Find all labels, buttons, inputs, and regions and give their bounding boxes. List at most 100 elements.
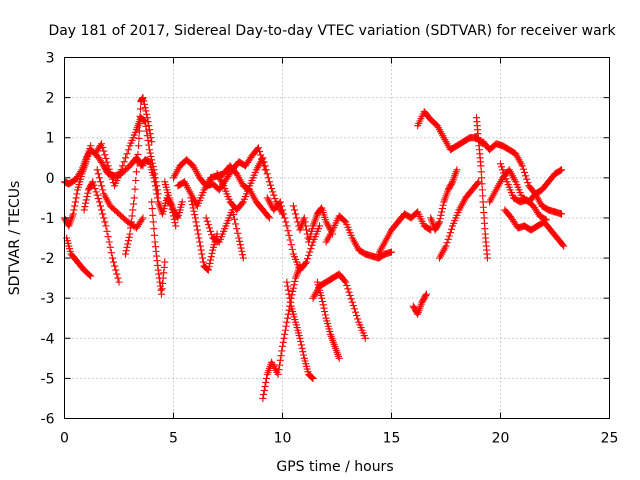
data-point-marker	[149, 171, 157, 179]
data-point-marker	[237, 244, 245, 252]
series-track-32	[496, 160, 550, 224]
data-point-marker	[132, 176, 140, 185]
data-point-marker	[224, 193, 232, 201]
data-point-marker	[259, 154, 267, 162]
data-point-marker	[215, 238, 223, 246]
data-point-marker	[102, 222, 110, 230]
series-track-9	[148, 198, 169, 298]
data-point-marker	[560, 242, 568, 250]
data-point-marker	[80, 206, 88, 214]
data-point-marker	[353, 311, 361, 320]
data-point-marker	[161, 202, 169, 210]
data-point-marker	[276, 361, 284, 369]
data-point-marker	[523, 175, 531, 183]
data-point-marker	[220, 227, 228, 235]
data-point-marker	[324, 320, 332, 328]
data-point-marker	[77, 172, 85, 181]
data-point-marker	[65, 242, 73, 250]
data-point-marker	[98, 182, 106, 190]
data-point-marker	[360, 332, 368, 340]
data-point-marker	[136, 120, 144, 128]
data-point-marker	[483, 254, 491, 262]
y-axis-label: SDTVAR / TECUs	[7, 181, 23, 296]
data-point-marker	[113, 270, 121, 278]
data-point-marker	[142, 107, 150, 115]
data-point-marker	[308, 225, 316, 233]
data-point-marker	[519, 165, 527, 173]
data-point-marker	[524, 178, 532, 187]
data-point-marker	[95, 198, 103, 206]
data-point-marker	[123, 164, 131, 173]
data-point-marker	[148, 205, 156, 213]
data-point-marker	[223, 219, 231, 227]
data-point-marker	[278, 347, 286, 355]
data-point-marker	[148, 166, 156, 174]
data-point-marker	[559, 241, 567, 249]
data-point-marker	[292, 255, 300, 263]
data-point-marker	[357, 324, 365, 332]
data-point-marker	[101, 151, 109, 159]
data-point-marker	[289, 310, 297, 318]
data-point-marker	[194, 230, 202, 238]
data-point-marker	[287, 241, 295, 249]
data-point-marker	[92, 188, 100, 196]
data-point-marker	[96, 202, 105, 210]
data-point-marker	[147, 152, 155, 160]
data-point-marker	[305, 235, 313, 243]
data-point-marker	[124, 146, 132, 154]
data-point-marker	[290, 281, 298, 289]
data-point-marker	[106, 168, 114, 177]
data-point-marker	[498, 163, 506, 171]
data-point-marker	[223, 190, 231, 198]
data-point-marker	[275, 366, 283, 374]
data-point-marker	[193, 226, 202, 234]
data-point-marker	[207, 227, 215, 235]
data-point-marker	[302, 226, 311, 234]
data-point-marker	[191, 211, 199, 219]
data-point-marker	[318, 297, 327, 306]
data-point-marker	[76, 178, 84, 186]
data-point-marker	[163, 186, 171, 194]
data-point-marker	[196, 197, 204, 205]
data-point-marker	[198, 191, 206, 199]
data-point-marker	[87, 142, 95, 150]
data-point-marker	[512, 178, 520, 186]
data-point-marker	[149, 218, 157, 226]
series-track-13	[187, 194, 221, 274]
data-point-marker	[262, 378, 270, 386]
data-point-marker	[197, 246, 205, 254]
data-point-marker	[292, 318, 300, 326]
data-point-marker	[296, 262, 304, 270]
data-point-marker	[145, 158, 154, 166]
data-point-marker	[208, 231, 216, 239]
data-point-marker	[306, 233, 314, 241]
data-point-marker	[195, 234, 203, 242]
data-point-marker	[513, 180, 521, 189]
data-point-marker	[129, 134, 137, 142]
data-point-marker	[285, 306, 293, 314]
data-point-marker	[93, 191, 101, 199]
data-point-marker	[284, 314, 292, 322]
data-point-marker	[147, 163, 155, 171]
data-point-marker	[224, 217, 232, 225]
data-point-marker	[161, 178, 169, 186]
data-point-marker	[202, 214, 210, 222]
data-point-marker	[136, 112, 144, 120]
data-point-marker	[84, 152, 92, 160]
data-point-marker	[86, 271, 94, 279]
data-point-marker	[144, 136, 152, 144]
data-point-marker	[478, 180, 486, 188]
series-track-19	[289, 202, 337, 246]
tick-labels: 0 5 10 15 20 25 -6 -5 -4 -3 -2 -1 0 1 2 3	[41, 51, 619, 447]
data-point-marker	[145, 146, 154, 154]
series-track-14	[202, 206, 247, 262]
data-point-marker	[251, 168, 259, 177]
data-point-marker	[316, 286, 324, 294]
data-point-marker	[556, 166, 564, 175]
data-point-marker	[346, 229, 354, 237]
data-point-marker	[345, 288, 353, 296]
data-point-marker	[291, 316, 299, 324]
data-point-marker	[204, 266, 212, 274]
data-point-marker	[239, 198, 247, 206]
data-point-marker	[477, 162, 485, 170]
